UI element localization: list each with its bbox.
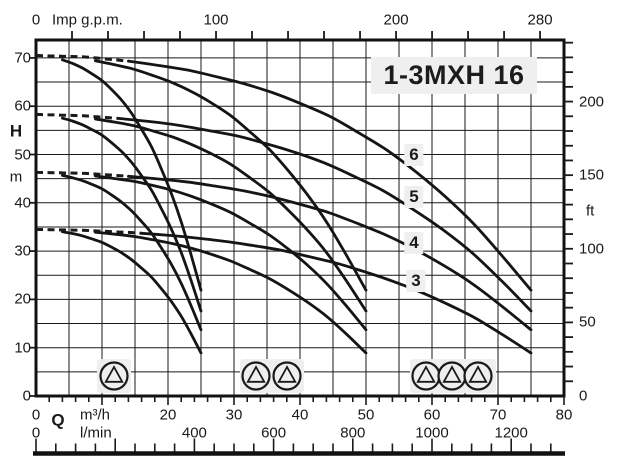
bottom-m3h-label: 70 — [489, 406, 507, 424]
bottom-m3h-label: 30 — [225, 406, 243, 424]
top-axis-label: 280 — [527, 11, 553, 29]
right-axis-ticks — [564, 41, 573, 383]
curve-model5-3pump — [117, 117, 533, 313]
curve-model5-minflow-dashed — [35, 112, 119, 120]
curve-model3-3pump — [140, 231, 533, 355]
left-axis-label: 40 — [14, 194, 31, 212]
m3h-unit-label: m³/h — [80, 406, 110, 424]
bottom-axis-ticks — [48, 396, 565, 405]
pump-icon — [437, 361, 467, 391]
curve-model4-minflow-dashed — [35, 170, 129, 178]
pump-icon — [463, 361, 493, 391]
curve-model4-3pump — [127, 174, 533, 332]
bottom-m3h-label: 20 — [159, 406, 177, 424]
left-axis-label: 10 — [14, 339, 31, 357]
left-axis-label: 70 — [14, 49, 31, 67]
right-axis-unit-label: ft — [586, 202, 595, 220]
curve-model5-2pump — [94, 117, 368, 313]
top-axis-ticks — [71, 31, 541, 40]
curve-model6-2pump — [94, 59, 368, 292]
bottom-m3h-label: 40 — [291, 406, 309, 424]
bottom-m3h-label: 60 — [423, 406, 441, 424]
top-axis-label: 100 — [203, 11, 229, 29]
curve-model6-1pump — [61, 58, 203, 292]
left-axis-symbol: H — [9, 121, 23, 141]
pump-icon — [272, 361, 302, 391]
bottom-m3h-label: 80 — [555, 406, 573, 424]
left-axis-label: 30 — [14, 242, 31, 260]
bottom-lmin-label: 1200 — [494, 424, 528, 442]
pump-icon — [241, 361, 271, 391]
performance-curves — [35, 54, 533, 355]
left-axis-label: 20 — [14, 290, 31, 308]
lmin-unit-label: l/min — [80, 424, 112, 442]
curve-model6-3pump — [127, 59, 533, 292]
right-axis-label: 100 — [579, 240, 605, 258]
curve-label-3: 3 — [406, 270, 426, 292]
right-axis-label: 150 — [579, 166, 605, 184]
left-axis-label: 0 — [22, 387, 31, 405]
top-axis-label: 0 — [31, 11, 41, 29]
curve-label-5: 5 — [404, 186, 424, 208]
bottom-lmin-label: 400 — [181, 424, 207, 442]
left-axis-unit-label: m — [9, 168, 23, 186]
left-axis-label: 50 — [14, 146, 31, 163]
bottom-lmin-label: 800 — [340, 424, 366, 442]
curve-model4-2pump — [94, 174, 368, 332]
pump-icon — [411, 361, 441, 391]
bottom-lmin-label: 600 — [261, 424, 287, 442]
curve-model4-1pump — [61, 174, 203, 332]
chart-title: 1-3MXH 16 — [371, 57, 537, 94]
bottom-lmin-label: 1000 — [415, 424, 449, 442]
pump-group-2 — [240, 359, 304, 393]
lmin-ruler — [33, 438, 565, 456]
left-axis-label: 60 — [14, 97, 31, 115]
curve-model3-2pump — [94, 230, 368, 355]
flow-symbol-label: Q — [51, 410, 65, 430]
curve-model3-1pump — [61, 230, 203, 355]
right-axis-label: 0 — [579, 387, 588, 405]
top-axis-label: 200 — [383, 11, 409, 29]
curve-label-4: 4 — [404, 232, 424, 254]
right-axis-label: 50 — [579, 313, 596, 331]
pump-group-3 — [410, 359, 496, 393]
top-axis-unit-label: Imp g.p.m. — [52, 11, 123, 29]
curve-model6-minflow-dashed — [35, 54, 129, 63]
left-axis-ticks — [30, 57, 36, 397]
pump-icon — [99, 361, 129, 391]
bottom-lmin-label: 0 — [31, 424, 41, 442]
bottom-m3h-label: 50 — [357, 406, 375, 424]
right-axis-label: 200 — [579, 93, 605, 111]
curve-label-6: 6 — [404, 144, 424, 166]
pump-icon-groups — [97, 359, 496, 393]
pump-group-1 — [97, 359, 131, 393]
bottom-m3h-label: 0 — [31, 406, 41, 424]
curve-model3-minflow-dashed — [35, 227, 142, 235]
